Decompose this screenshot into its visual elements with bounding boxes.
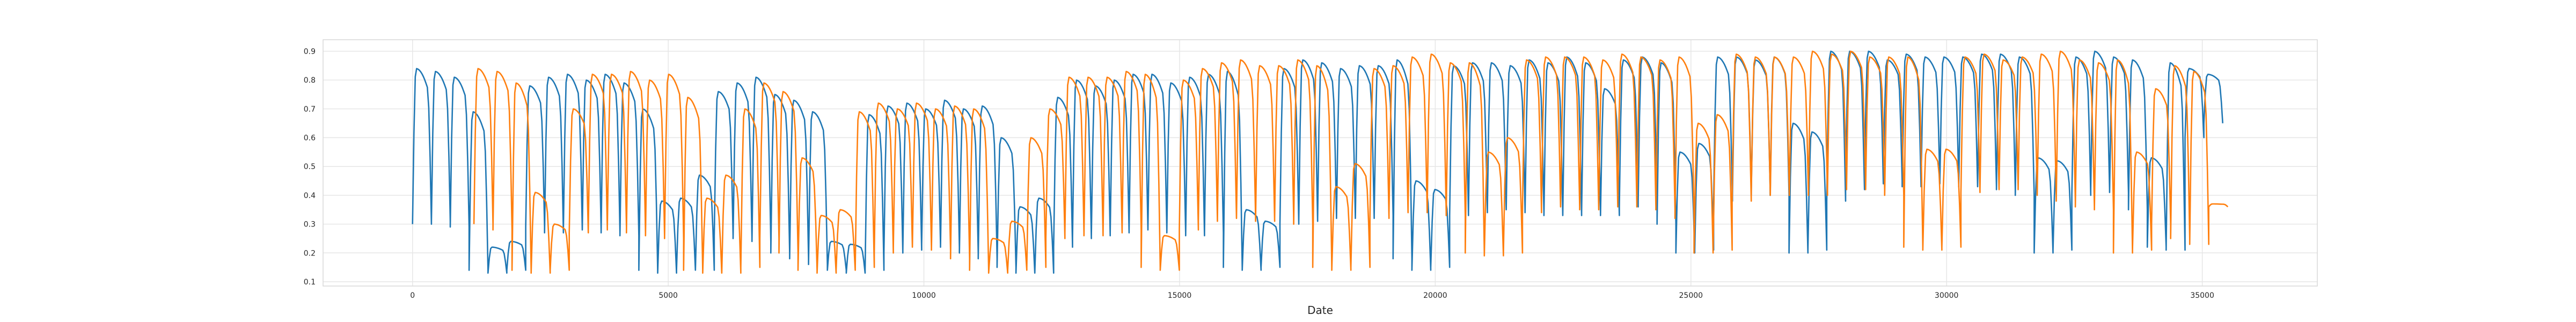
series-layer xyxy=(412,50,2229,274)
series-line-1 xyxy=(412,50,2223,274)
y-tick-label: 0.6 xyxy=(304,134,316,143)
x-axis-label: Date xyxy=(1307,304,1333,317)
y-tick-label: 0.1 xyxy=(304,278,316,287)
x-tick-label: 15000 xyxy=(1168,291,1192,300)
x-tick-label: 25000 xyxy=(1679,291,1703,300)
x-tick-labels: 0 5000 10000 15000 20000 25000 30000 35000 xyxy=(410,291,2214,300)
x-tick-label: 5000 xyxy=(658,291,678,300)
y-tick-label: 0.8 xyxy=(304,76,316,85)
x-tick-label: 10000 xyxy=(912,291,936,300)
y-tick-labels: 0.1 0.2 0.3 0.4 0.5 0.6 0.7 0.8 0.9 xyxy=(304,47,316,286)
y-tick-label: 0.4 xyxy=(304,192,316,200)
x-tick-label: 35000 xyxy=(2190,291,2214,300)
y-tick-label: 0.9 xyxy=(304,47,316,56)
y-tick-label: 0.3 xyxy=(304,221,316,229)
y-tick-label: 0.5 xyxy=(304,163,316,171)
plot-frame xyxy=(323,39,2318,287)
x-tick-label: 30000 xyxy=(1935,291,1959,300)
y-tick-label: 0.7 xyxy=(304,105,316,114)
y-tick-label: 0.2 xyxy=(304,249,316,258)
x-tick-label: 20000 xyxy=(1423,291,1447,300)
x-tick-label: 0 xyxy=(410,291,415,300)
series-line-2 xyxy=(473,50,2229,274)
